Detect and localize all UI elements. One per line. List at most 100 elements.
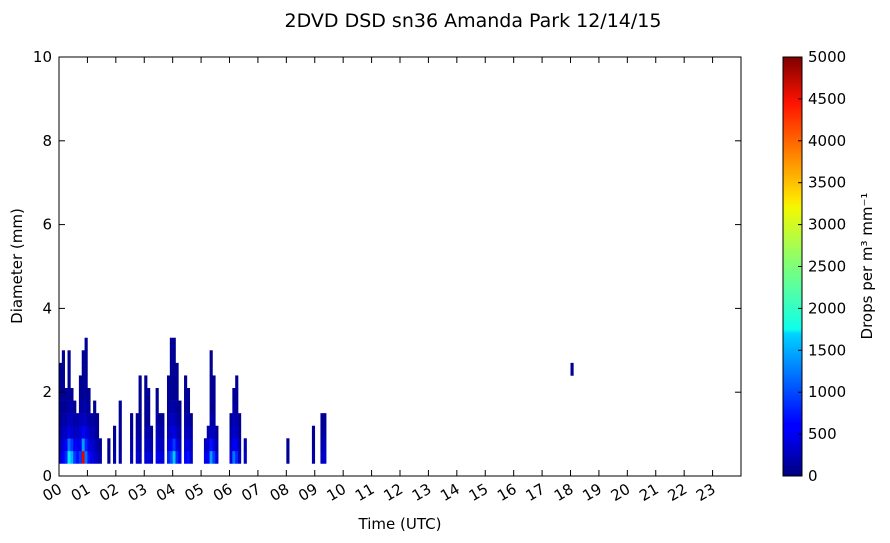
heatmap-cell [209, 362, 213, 376]
x-tick-label: 05 [182, 480, 208, 505]
heatmap-cell [59, 400, 63, 414]
heatmap-cell [84, 375, 88, 389]
heatmap-cell [203, 450, 208, 464]
heatmap-cell [155, 413, 159, 427]
heatmap-cell [73, 425, 77, 439]
heatmap-cell [235, 388, 239, 401]
heatmap-cell [175, 438, 179, 452]
heatmap-cell [64, 388, 68, 401]
heatmap-cell [189, 438, 193, 452]
heatmap-cell [81, 450, 85, 464]
heatmap-cell [144, 425, 148, 439]
heatmap-cell [64, 425, 68, 439]
heatmap-cell [209, 413, 213, 427]
x-tick-label: 01 [68, 480, 94, 505]
x-axis-label: Time (UTC) [358, 515, 442, 533]
heatmap-cell [320, 438, 324, 452]
heatmap-cell [130, 438, 134, 452]
heatmap-cell [130, 425, 134, 439]
heatmap-cell [70, 388, 74, 401]
heatmap-cell [112, 425, 117, 439]
heatmap-cell [61, 450, 65, 464]
heatmap-cell [189, 450, 193, 464]
y-axis-label: Diameter (mm) [8, 208, 26, 324]
heatmap-cell [209, 388, 213, 401]
heatmap-cell [186, 450, 191, 464]
heatmap-cell [135, 450, 139, 464]
heatmap-cell [243, 450, 247, 464]
heatmap-cell [76, 413, 80, 427]
heatmap-cell [81, 350, 85, 364]
y-tick-label: 2 [42, 383, 52, 401]
heatmap-cell [570, 362, 574, 376]
heatmap-cell [184, 375, 188, 389]
heatmap-cell [138, 400, 142, 414]
colorbar [783, 57, 802, 476]
heatmap-cell [323, 413, 327, 427]
heatmap-cell [320, 450, 324, 464]
heatmap-cell [84, 362, 88, 376]
heatmap-cell [166, 413, 171, 427]
chart-title: 2DVD DSD sn36 Amanda Park 12/14/15 [285, 10, 662, 32]
heatmap-cell [95, 413, 100, 427]
heatmap-cell [161, 450, 165, 464]
heatmap-cell [212, 450, 216, 464]
heatmap-cell [286, 438, 290, 452]
heatmap-cell [144, 438, 148, 452]
heatmap-cell [67, 450, 71, 464]
heatmap-cell [84, 337, 88, 351]
heatmap-cell [70, 425, 74, 439]
heatmap-cell [138, 425, 142, 439]
heatmap-cell [61, 438, 65, 452]
heatmap-cell [67, 438, 71, 452]
heatmap-cell [147, 425, 151, 439]
heatmap-cell [215, 438, 219, 452]
heatmap-cell [81, 413, 85, 427]
heatmap-cell [212, 400, 216, 414]
heatmap-cell [172, 450, 176, 464]
heatmap-cell [70, 400, 74, 414]
heatmap-cell [232, 413, 236, 427]
heatmap-cell [169, 337, 173, 351]
colorbar-tick-label: 2500 [808, 258, 846, 276]
heatmap-cell [161, 425, 165, 439]
x-tick-label: 02 [96, 480, 122, 505]
heatmap-cell [229, 438, 233, 452]
heatmap-cell [229, 450, 233, 464]
heatmap-cell [147, 438, 151, 452]
heatmap-cell [118, 400, 122, 414]
x-tick-label: 20 [608, 480, 634, 505]
heatmap-cell [64, 400, 68, 414]
heatmap-cell [232, 400, 236, 414]
heatmap-cell [78, 400, 83, 414]
heatmap-cell [84, 438, 88, 452]
heatmap-cell [172, 350, 176, 364]
heatmap-cell [81, 400, 85, 414]
heatmap-cell [323, 425, 327, 439]
heatmap-cell [87, 388, 91, 401]
heatmap-cell [232, 438, 236, 452]
heatmap-cell [311, 438, 316, 452]
heatmap-cell [184, 438, 188, 452]
heatmap-cell [98, 450, 102, 464]
heatmap-cell [189, 425, 193, 439]
heatmap-cell [178, 450, 182, 464]
heatmap-cell [169, 450, 173, 464]
heatmap-cell [169, 388, 173, 401]
heatmap-cell [61, 362, 65, 376]
y-tick-label: 4 [42, 299, 52, 317]
heatmap-cell [172, 375, 176, 389]
heatmap-cell [184, 388, 188, 401]
heatmap-cell [70, 438, 74, 452]
heatmap-cell [161, 413, 165, 427]
heatmap-cell [175, 388, 179, 401]
heatmap-cell [87, 400, 91, 414]
heatmap-cell [84, 350, 88, 364]
heatmap-cell [323, 450, 327, 464]
heatmap-cell [118, 413, 122, 427]
heatmap-cell [144, 413, 148, 427]
heatmap-cell [209, 400, 213, 414]
heatmap-cell [61, 388, 65, 401]
heatmap-cell [175, 375, 179, 389]
heatmap-cell [206, 450, 210, 464]
